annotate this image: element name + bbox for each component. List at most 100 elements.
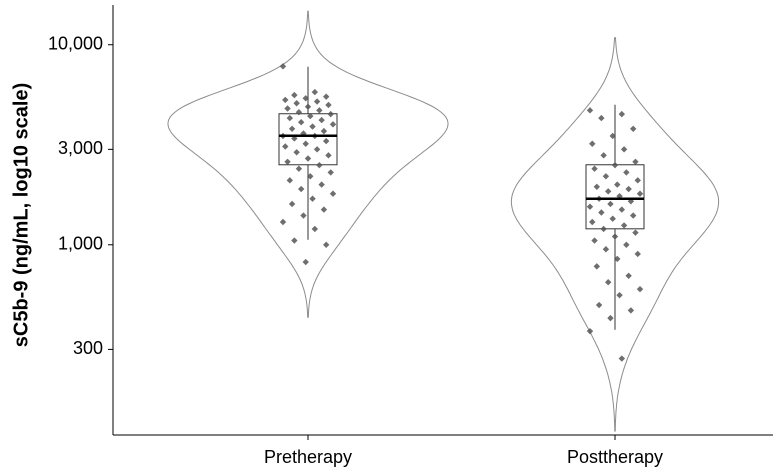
data-point [611,161,619,169]
data-point [607,314,614,322]
data-point [302,140,309,147]
data-point [604,279,612,286]
data-point [300,212,307,219]
data-point [322,93,330,100]
data-point [325,101,332,109]
data-point [304,103,312,110]
violin [167,10,449,318]
data-point [279,218,287,226]
data-point [593,263,601,270]
data-point [595,301,603,309]
data-point [293,149,300,156]
data-point [623,169,630,176]
data-point [284,158,291,165]
data-point [309,123,316,130]
data-point [620,146,628,153]
data-point [302,258,309,266]
data-point [602,173,610,180]
x-tick-label: Posttherapy [567,447,663,467]
data-point [593,183,601,190]
data-point [634,177,641,184]
data-point [634,250,641,258]
data-point [602,246,610,253]
data-point [297,119,305,126]
data-point [616,291,623,299]
data-point [322,241,330,248]
data-point [618,206,626,213]
data-point [623,241,630,248]
data-point [325,152,332,159]
y-tick-label: 3,000 [58,138,103,158]
data-point [313,146,321,153]
data-point [632,158,639,165]
data-point [320,127,328,135]
data-point [286,114,294,122]
data-point [586,203,594,210]
data-point [604,188,612,195]
data-point [307,112,314,120]
data-point [618,110,626,118]
data-point [318,116,325,124]
data-point [600,225,607,233]
data-point [318,181,325,188]
data-point [288,200,296,208]
data-point [589,218,596,226]
y-tick-label: 300 [73,338,103,358]
data-point [636,190,644,197]
data-point [629,125,637,133]
data-point [598,209,605,216]
data-point [320,206,328,213]
violin [510,37,720,432]
data-point [627,307,635,314]
data-point [327,169,334,176]
data-point [311,88,319,96]
data-point [284,105,291,112]
data-point [591,237,598,244]
data-point [607,200,614,208]
data-point [295,165,303,172]
data-point [586,107,594,114]
data-point [636,285,644,293]
data-point [589,140,596,147]
data-point [614,181,621,188]
data-point [291,91,298,99]
data-point [620,222,628,229]
data-point [625,272,632,279]
data-point [611,233,619,240]
data-point [632,229,639,236]
data-point [329,190,337,197]
data-point [297,185,305,193]
data-point [316,161,323,169]
data-point [322,137,330,145]
data-point [302,95,309,102]
x-tick-label: Pretherapy [264,447,352,467]
data-point [609,215,616,222]
data-point [307,173,314,180]
data-point [279,63,287,70]
data-point [586,327,594,335]
data-point [327,110,334,118]
data-point [329,121,337,128]
data-point [293,100,300,107]
y-tick-label: 10,000 [48,33,103,53]
data-point [291,237,298,244]
box [278,113,338,166]
data-point [600,152,607,159]
data-point [304,155,312,162]
data-point [282,96,289,104]
y-tick-label: 1,000 [58,234,103,254]
data-point [591,165,598,172]
data-point [616,192,623,200]
data-point [609,132,616,140]
data-point [614,255,621,263]
data-point [282,143,289,150]
data-point [618,355,626,362]
data-point [598,114,605,122]
data-point [316,107,323,114]
data-point [313,98,321,105]
data-point [295,109,303,116]
data-point [288,125,296,133]
y-axis-label: sC5b-9 (ng/mL, log10 scale) [10,83,32,348]
data-point [625,185,632,193]
